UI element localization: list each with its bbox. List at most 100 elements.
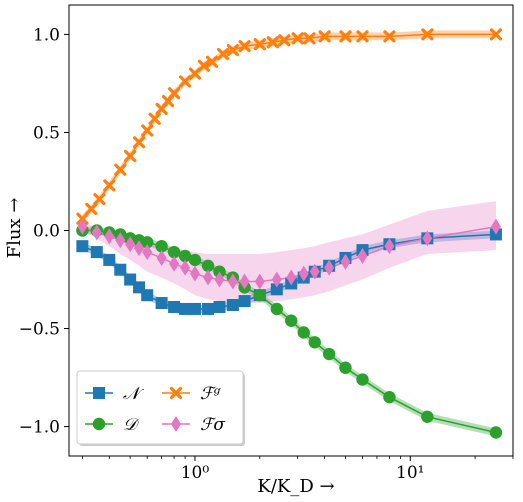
band-N — [82, 230, 497, 313]
point-N — [270, 283, 283, 296]
point-Fg — [291, 32, 304, 45]
point-D — [140, 236, 154, 249]
point-Fg — [216, 47, 230, 61]
legend-marker-Fs — [171, 416, 181, 432]
point-Fs — [189, 265, 200, 282]
point-Fg — [278, 34, 291, 47]
point-N — [155, 297, 168, 310]
point-Fg — [93, 193, 106, 206]
point-Fg — [356, 30, 369, 43]
point-D — [308, 336, 321, 349]
point-Fg — [226, 44, 239, 57]
x-axis-label: K/K_D → — [257, 476, 334, 497]
point-Fg — [303, 32, 316, 45]
point-Fs — [125, 236, 136, 253]
point-D — [297, 326, 310, 339]
point-N — [76, 240, 89, 253]
band-Fs — [82, 201, 497, 304]
legend-label-Fg: ℱᵍ — [200, 384, 221, 404]
point-Fg — [383, 30, 396, 43]
point-Fs — [340, 253, 351, 270]
point-Fs — [142, 244, 153, 261]
point-D — [421, 410, 434, 423]
y-axis-label: Flux → — [4, 198, 25, 259]
axes: 1.0 0.5 0.0 −0.5 −1.0 10⁰ 10¹ — [19, 4, 514, 483]
point-Fs — [357, 247, 368, 264]
point-D — [167, 245, 181, 259]
point-Fg — [132, 136, 146, 149]
point-Fg — [238, 40, 251, 53]
y-tick-label: 0.5 — [33, 123, 60, 143]
y-tick-label: −1.0 — [19, 418, 60, 438]
point-Fs — [180, 259, 191, 276]
point-D — [201, 259, 215, 272]
point-Fs — [239, 273, 250, 290]
y-tick-label: 0.0 — [33, 222, 60, 242]
point-Fs — [490, 218, 501, 235]
point-Fs — [77, 218, 88, 235]
point-Fs — [156, 249, 167, 266]
point-D — [322, 347, 336, 361]
point-Fs — [254, 273, 265, 290]
point-Fg — [421, 28, 434, 41]
point-Fg — [179, 75, 192, 88]
point-Fs — [384, 238, 395, 255]
legend-label-Fs: ℱσ — [200, 415, 225, 435]
point-Fs — [227, 273, 238, 290]
point-D — [356, 373, 369, 386]
point-Fs — [104, 228, 115, 245]
point-D — [285, 314, 298, 327]
point-Fg — [205, 55, 219, 68]
point-Fs — [422, 230, 433, 247]
point-D — [253, 289, 266, 302]
y-tick-label: 1.0 — [33, 25, 60, 45]
point-Fs — [271, 271, 282, 288]
point-Fs — [203, 269, 214, 286]
point-Fg — [124, 149, 137, 163]
y-tick-label: −0.5 — [19, 320, 60, 340]
point-D — [178, 249, 192, 263]
point-D — [383, 390, 396, 404]
point-N — [179, 302, 192, 315]
point-N — [168, 300, 181, 313]
point-Fg — [85, 202, 98, 216]
legend-marker-D — [92, 417, 106, 431]
x-tick-label: 10¹ — [396, 463, 424, 483]
point-Fg — [103, 179, 116, 192]
point-Fs — [298, 265, 309, 282]
point-N — [188, 302, 201, 315]
point-Fg — [253, 38, 266, 51]
point-N — [114, 263, 127, 276]
point-D — [188, 253, 202, 267]
point-Fg — [114, 163, 127, 176]
point-N — [226, 299, 239, 312]
series-markers — [76, 28, 503, 439]
point-Fs — [286, 269, 297, 286]
point-Fg — [167, 87, 181, 100]
point-N — [238, 295, 251, 308]
point-Fs — [214, 271, 225, 288]
point-Fs — [169, 255, 180, 272]
point-Fg — [197, 59, 210, 72]
x-tick-label: 10⁰ — [181, 463, 210, 483]
point-Fg — [141, 124, 154, 137]
point-Fg — [339, 30, 352, 43]
point-Fs — [324, 259, 335, 276]
legend-box — [76, 370, 244, 445]
point-Fg — [148, 112, 161, 125]
point-Fs — [115, 232, 126, 249]
point-N — [141, 289, 154, 302]
point-Fg — [266, 36, 279, 49]
point-Fg — [318, 30, 331, 43]
point-N — [90, 246, 103, 259]
point-D — [155, 239, 168, 253]
point-N — [213, 300, 226, 313]
point-N — [103, 253, 116, 266]
legend-label-D: 𝒟 — [123, 415, 140, 435]
point-N — [202, 302, 215, 315]
point-Fs — [309, 263, 320, 280]
point-Fs — [134, 240, 145, 257]
point-Fg — [489, 28, 503, 41]
